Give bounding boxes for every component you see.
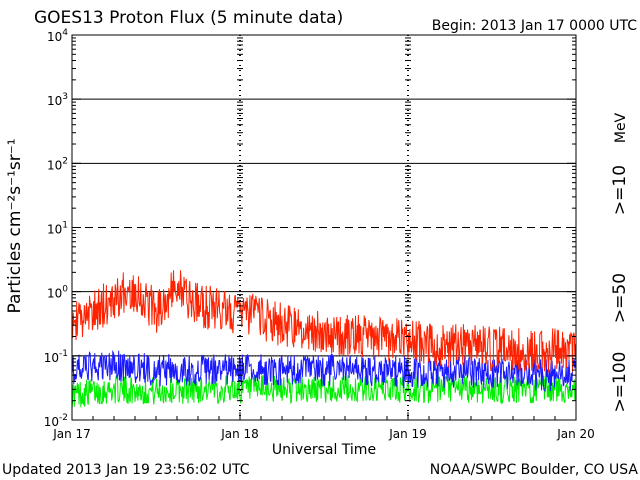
legend-entry: >=50 [610,273,630,323]
y-tick-label: 103 [47,92,68,108]
legend-entry: >=100 [610,352,630,413]
series-line-10mev [71,270,577,373]
x-axis-label: Universal Time [272,442,376,458]
y-tick-label: 10-2 [44,413,68,429]
series-layer [71,270,577,409]
source-label: NOAA/SWPC Boulder, CO USA [430,462,639,478]
begin-label: Begin: 2013 Jan 17 0000 UTC [432,18,637,34]
y-tick-label: 102 [47,156,68,172]
chart-title: GOES13 Proton Flux (5 minute data) [34,8,343,28]
y-tick-label: 104 [47,28,68,44]
x-tick-label: Jan 17 [52,427,91,441]
y-tick-label: 10-1 [44,349,68,365]
y-tick-label: 101 [47,221,68,237]
legend: MeV >=10 >=50 >=100 [610,112,630,412]
axes-layer: 10-2 10-1 100 101 102 103 104 Jan 17 Jan 18 Jan 1… [44,28,595,441]
legend-entry: >=10 [610,165,630,215]
x-tick-label: Jan 20 [556,427,595,441]
series-line-50mev [71,349,577,393]
x-tick-label: Jan 18 [220,427,259,441]
y-tick-label: 100 [47,285,68,301]
updated-label: Updated 2013 Jan 19 23:56:02 UTC [2,462,250,478]
legend-unit: MeV [613,112,629,143]
x-tick-label: Jan 19 [388,427,427,441]
y-axis-label: Particles cm⁻²s⁻¹sr⁻¹ [5,138,25,313]
